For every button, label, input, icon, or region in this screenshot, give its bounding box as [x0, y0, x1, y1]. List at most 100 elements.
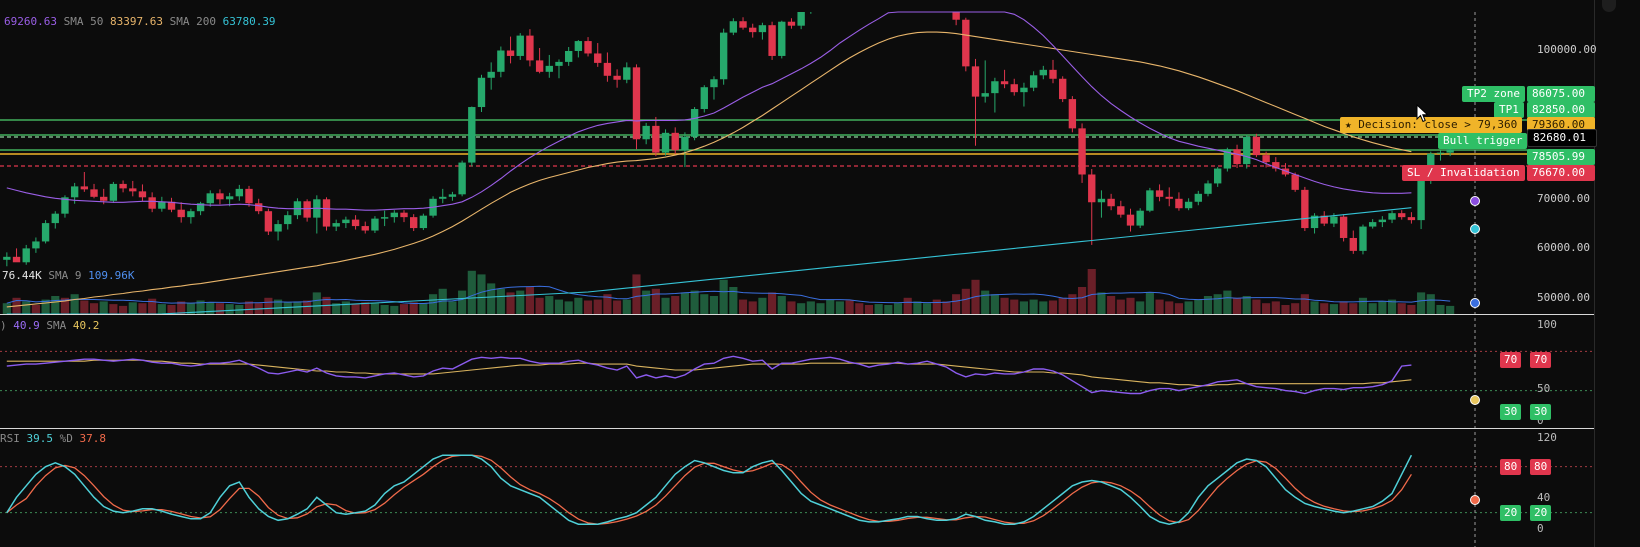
candle-body [419, 215, 428, 229]
volume-bar [1116, 299, 1125, 314]
volume-bars [2, 269, 1455, 314]
volume-bar [1271, 301, 1280, 314]
candle-body [719, 32, 728, 80]
volume-bar [1039, 301, 1048, 314]
rsi-prefix: ) [0, 319, 7, 332]
candle-body [603, 62, 612, 76]
candle-body [758, 25, 767, 33]
volume-bar [564, 301, 573, 314]
candle-body [22, 248, 30, 263]
candle-body [61, 197, 69, 214]
decision-label: ★ Decision: close > 79,360 [1340, 117, 1523, 133]
stoch-tick: 0 [1537, 522, 1544, 535]
candle-body [681, 136, 689, 151]
rsi-value: 40.9 [13, 319, 40, 332]
rsi-70-badge: 70 [1500, 352, 1522, 368]
candle-body [1446, 149, 1454, 153]
stoch-rsi-pane [0, 454, 1594, 525]
stoch-k-line [6, 454, 1413, 525]
price-axis-border [1594, 0, 1595, 547]
volume-bar [913, 301, 922, 314]
volume-bar [428, 294, 438, 314]
candle-body [555, 61, 563, 66]
window-handle[interactable] [1602, 0, 1616, 12]
candle-body [1184, 201, 1193, 209]
volume-bar [89, 303, 99, 314]
volume-bar [1310, 301, 1319, 314]
candle-body [797, 12, 805, 26]
sma200-line [6, 31, 1412, 308]
volume-bar [855, 303, 864, 314]
teal-marker [1470, 224, 1480, 234]
volume-bar [758, 297, 767, 314]
volume-bar [293, 301, 302, 314]
sma200-label: SMA 200 [169, 15, 216, 28]
volume-bar [361, 302, 370, 314]
volume-bar [1019, 301, 1029, 314]
rsi-pane [0, 350, 1594, 395]
volume-bar [1426, 294, 1435, 314]
volume-bar [835, 301, 844, 314]
stoch-d-value: 37.8 [79, 432, 107, 445]
candle-body [12, 256, 21, 263]
volume-bar [467, 270, 476, 314]
candle-body [1175, 198, 1183, 209]
volume-bar [370, 303, 380, 314]
volume-bar [1077, 287, 1087, 314]
candle-body [264, 211, 273, 232]
candle-body [652, 125, 660, 153]
close-value: 69260.63 [4, 15, 57, 28]
candle-body [80, 186, 89, 190]
tp1-label: TP1 [1494, 102, 1524, 118]
volume-bar [738, 299, 748, 314]
candle-body [390, 212, 398, 218]
candle-body [971, 66, 980, 97]
candle-body [1204, 183, 1212, 194]
candle-body [303, 201, 311, 218]
volume-bar [1097, 292, 1106, 314]
volume-bar [351, 304, 360, 314]
volume-bar [196, 300, 205, 314]
stoch-k-value: 39.5 [26, 432, 54, 445]
candle-body [1010, 84, 1018, 93]
bull-trigger-label: Bull trigger [1438, 133, 1528, 149]
rsi-30-badge: 30 [1500, 404, 1522, 420]
volume-bar [622, 299, 631, 314]
candle-body [1407, 217, 1416, 221]
volume-bar [477, 274, 486, 314]
candle-body [235, 188, 244, 197]
stoch-80-axis-badge: 80 [1530, 459, 1552, 475]
volume-bar [380, 305, 389, 314]
volume-bar [157, 304, 166, 314]
volume-bar [574, 297, 583, 314]
volume-bar [399, 304, 409, 314]
volume-bar [787, 301, 796, 314]
candle-body [1262, 155, 1270, 163]
volume-bar [680, 292, 689, 314]
main-legend: 69260.63 SMA 50 83397.63 SMA 200 63780.3… [4, 15, 276, 28]
candle-body [245, 188, 253, 204]
candle-body [1107, 198, 1115, 207]
sl-invalidation-label: SL / Invalidation [1402, 165, 1525, 181]
volume-bar [274, 299, 283, 314]
volume-bar [419, 303, 428, 314]
volume-bar [1232, 297, 1242, 314]
tp2-zone-label: TP2 zone [1462, 86, 1525, 102]
volume-bar [332, 303, 341, 314]
sl-invalidation-value: 76670.00 [1527, 165, 1595, 181]
volume-bar [1417, 292, 1426, 314]
candle-body [1291, 174, 1299, 190]
stoch-prefix: RSI [0, 432, 20, 445]
volume-bar [41, 299, 50, 314]
bull-trigger-value: 78505.99 [1527, 149, 1595, 165]
rsi-legend: ) 40.9 SMA 40.2 [0, 319, 99, 332]
volume-bar [884, 305, 893, 314]
volume-bar [109, 304, 118, 314]
stoch-20-badge: 20 [1500, 505, 1522, 521]
stoch-tick: 40 [1537, 491, 1551, 504]
candle-body [574, 41, 583, 51]
rsi-70-axis-badge: 70 [1530, 352, 1552, 368]
candle-body [468, 107, 476, 163]
volume-bar [806, 301, 815, 314]
